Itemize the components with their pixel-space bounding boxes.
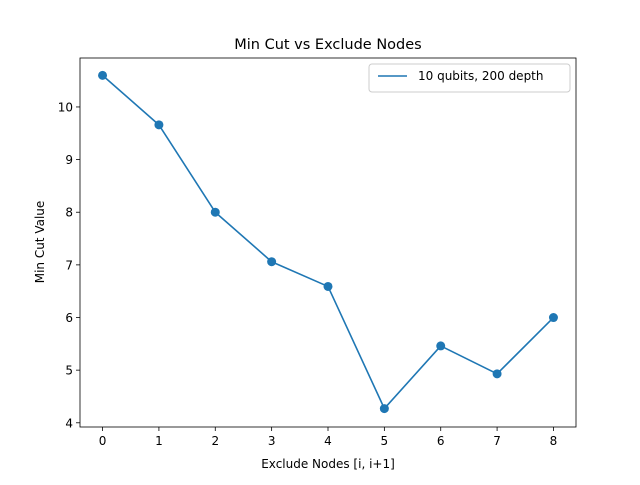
x-tick-label: 0 [99, 434, 107, 448]
x-tick-label: 4 [324, 434, 332, 448]
x-tick-label: 6 [437, 434, 445, 448]
y-tick-label: 7 [65, 258, 73, 272]
legend-label: 10 qubits, 200 depth [418, 69, 544, 83]
x-tick-label: 2 [211, 434, 219, 448]
y-tick-label: 8 [65, 206, 73, 220]
y-tick-label: 4 [65, 416, 73, 430]
data-point [323, 281, 333, 291]
x-tick-label: 7 [493, 434, 501, 448]
chart-title: Min Cut vs Exclude Nodes [234, 37, 422, 53]
data-point [210, 207, 220, 217]
y-tick-label: 5 [65, 364, 73, 378]
y-tick-label: 9 [65, 153, 73, 167]
data-point [98, 70, 108, 80]
data-point [548, 313, 558, 323]
plot-area: 0 1 2 3 4 5 6 7 8 4 5 6 7 8 9 10 [58, 57, 577, 448]
y-tick-label: 10 [58, 100, 73, 114]
series-line [102, 74, 555, 410]
data-point [379, 404, 389, 414]
x-axis-label: Exclude Nodes [i, i+1] [261, 457, 395, 471]
data-point [492, 369, 502, 379]
data-point [267, 257, 277, 267]
x-tick-label: 3 [268, 434, 276, 448]
data-point [154, 120, 164, 130]
legend-frame [368, 63, 571, 93]
x-tick-label: 5 [381, 434, 389, 448]
y-axis-label: Min Cut Value [33, 201, 47, 284]
x-tick-label: 8 [550, 434, 558, 448]
legend: 10 qubits, 200 depth [368, 63, 571, 93]
data-point [436, 341, 446, 351]
axes-frame [79, 57, 577, 428]
y-tick-label: 6 [65, 311, 73, 325]
x-tick-label: 1 [155, 434, 163, 448]
